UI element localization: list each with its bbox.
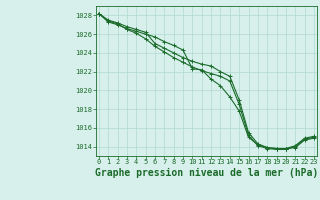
X-axis label: Graphe pression niveau de la mer (hPa): Graphe pression niveau de la mer (hPa) [95,168,318,178]
